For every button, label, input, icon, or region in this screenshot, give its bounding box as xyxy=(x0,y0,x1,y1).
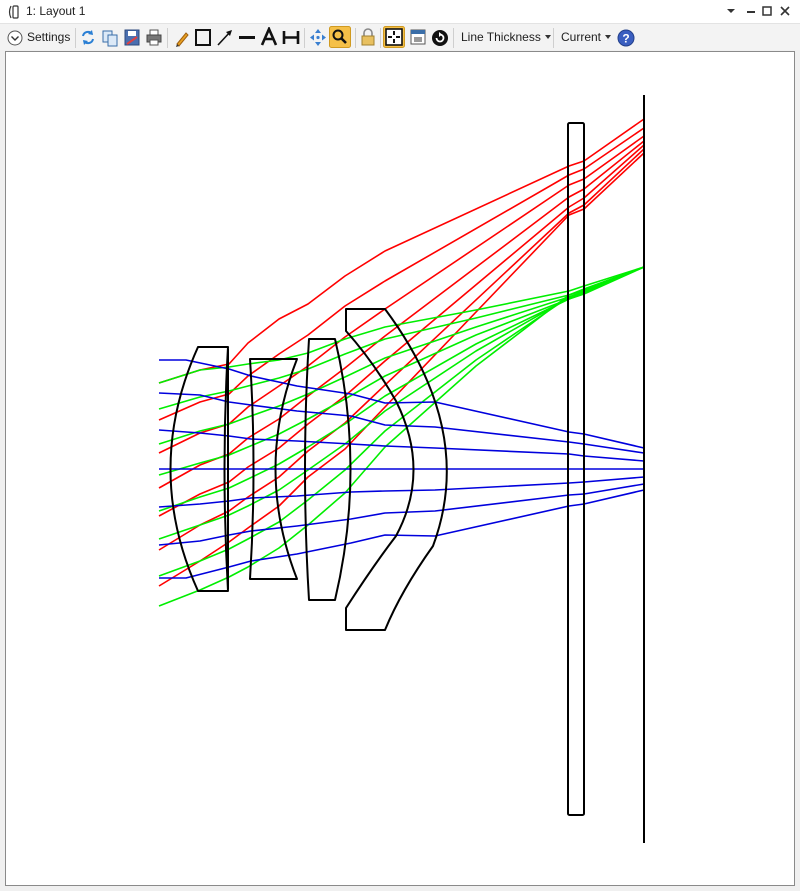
toolbar: Settings xyxy=(0,24,800,50)
filter-plate xyxy=(567,122,585,816)
close-icon[interactable] xyxy=(776,2,794,20)
lock-button[interactable] xyxy=(359,27,377,47)
lens-element-3 xyxy=(304,338,352,601)
ray-red xyxy=(158,144,645,517)
minimize-icon[interactable] xyxy=(742,2,760,20)
toolbar-separator xyxy=(75,28,76,48)
rotate-button[interactable] xyxy=(431,27,449,47)
ray-blue xyxy=(158,392,645,454)
settings-chevron-icon xyxy=(7,30,23,46)
window-menu-icon[interactable] xyxy=(722,2,740,20)
text-icon xyxy=(260,27,278,46)
line-thickness-dropdown[interactable]: Line Thickness xyxy=(461,30,551,44)
rectangle-icon xyxy=(195,29,211,46)
ray-blue xyxy=(159,359,645,449)
fit-button[interactable] xyxy=(383,26,405,48)
svg-text:?: ? xyxy=(622,32,629,46)
help-button[interactable]: ? xyxy=(617,27,635,47)
arrow-icon xyxy=(217,30,232,46)
ray-green xyxy=(158,266,645,410)
copy-icon xyxy=(102,30,118,47)
print-icon xyxy=(146,29,162,46)
caret-down-icon xyxy=(605,34,612,39)
print-button[interactable] xyxy=(145,27,163,47)
ray-blue xyxy=(158,429,645,462)
toolbar-separator xyxy=(453,28,454,48)
lens-layout-plot xyxy=(158,95,645,843)
toolbar-separator xyxy=(167,28,168,48)
toolbar-separator xyxy=(380,28,381,48)
ray-red xyxy=(158,152,645,587)
pan-button[interactable] xyxy=(309,27,327,47)
rotate-icon xyxy=(432,30,448,46)
text-button[interactable] xyxy=(260,27,278,47)
window-icon xyxy=(410,29,426,45)
title-bar: 1: Layout 1 xyxy=(0,0,800,24)
lens-element-4 xyxy=(345,308,448,631)
toolbar-separator xyxy=(304,28,305,48)
save-icon xyxy=(124,29,140,46)
settings-label[interactable]: Settings xyxy=(27,30,71,44)
ray-green xyxy=(158,266,645,607)
ray-green xyxy=(158,266,645,384)
line-button[interactable] xyxy=(238,27,256,47)
refresh-button[interactable] xyxy=(80,27,96,47)
blue-ray-bundle xyxy=(158,359,645,579)
layout-canvas[interactable] xyxy=(5,51,795,886)
zoom-button[interactable] xyxy=(329,26,351,48)
refresh-icon xyxy=(82,30,94,45)
pan-icon xyxy=(310,29,326,46)
line-icon xyxy=(239,36,255,39)
rectangle-button[interactable] xyxy=(194,27,212,47)
lock-icon xyxy=(361,28,375,46)
fit-icon xyxy=(383,26,405,48)
ray-green xyxy=(158,266,645,577)
current-label: Current xyxy=(561,30,602,44)
ray-red xyxy=(158,148,645,551)
pencil-icon xyxy=(176,32,189,47)
pencil-button[interactable] xyxy=(173,27,191,47)
layout-window-icon xyxy=(8,5,19,19)
dimension-button[interactable] xyxy=(282,27,300,47)
lens-elements xyxy=(169,95,645,843)
window-title: 1: Layout 1 xyxy=(26,4,86,18)
ray-blue xyxy=(159,489,645,579)
caret-down-icon xyxy=(544,34,551,39)
toolbar-separator xyxy=(553,28,554,48)
lens-element-1 xyxy=(169,346,229,592)
current-dropdown[interactable]: Current xyxy=(561,30,612,44)
settings-button[interactable] xyxy=(6,27,24,47)
line-thickness-label: Line Thickness xyxy=(461,30,541,44)
window-button[interactable] xyxy=(409,27,427,47)
ray-blue xyxy=(158,476,645,508)
ray-blue xyxy=(158,483,645,546)
toolbar-separator xyxy=(355,28,356,48)
copy-button[interactable] xyxy=(101,27,119,47)
zoom-icon xyxy=(329,26,351,48)
dimension-icon xyxy=(282,31,300,44)
arrow-button[interactable] xyxy=(216,27,234,47)
ray-red xyxy=(158,118,645,384)
help-icon: ? xyxy=(617,29,635,47)
lens-element-2 xyxy=(249,358,298,580)
maximize-icon[interactable] xyxy=(758,2,776,20)
save-button[interactable] xyxy=(123,27,141,47)
ray-red xyxy=(158,127,645,421)
